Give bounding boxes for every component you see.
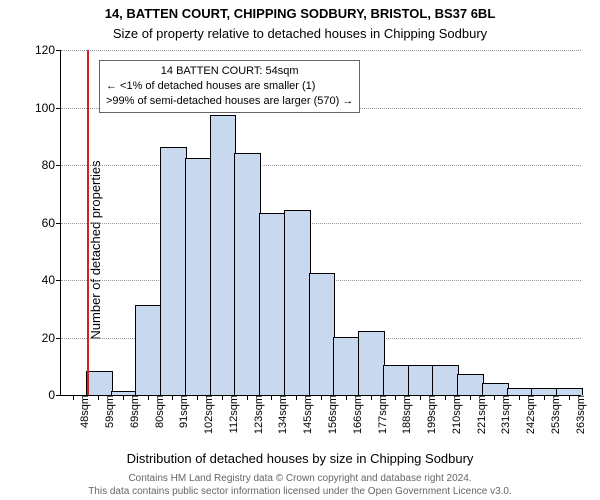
x-tick-label: 48sqm — [77, 395, 91, 428]
footer-line-1: Contains HM Land Registry data © Crown c… — [0, 473, 600, 486]
histogram-bar — [383, 365, 410, 395]
y-tick-label: 100 — [35, 101, 61, 115]
x-tick — [470, 395, 471, 400]
x-tick-label: 242sqm — [523, 395, 537, 434]
annotation-line: 14 BATTEN COURT: 54sqm — [106, 64, 353, 79]
x-tick — [222, 395, 223, 400]
x-tick-label: 263sqm — [573, 395, 587, 434]
x-tick-label: 199sqm — [424, 395, 438, 434]
reference-line — [87, 50, 89, 395]
annotation-box: 14 BATTEN COURT: 54sqm← <1% of detached … — [99, 60, 360, 113]
histogram-bar — [556, 388, 583, 395]
x-tick-label: 156sqm — [325, 395, 339, 434]
y-tick-label: 0 — [48, 388, 61, 402]
gridline — [61, 223, 581, 224]
property-size-chart: 14, BATTEN COURT, CHIPPING SODBURY, BRIS… — [0, 0, 600, 500]
x-tick — [172, 395, 173, 400]
histogram-bar — [284, 210, 311, 395]
x-tick — [395, 395, 396, 400]
chart-title: 14, BATTEN COURT, CHIPPING SODBURY, BRIS… — [0, 6, 600, 21]
x-tick — [197, 395, 198, 400]
x-tick-label: 166sqm — [350, 395, 364, 434]
histogram-bar — [432, 365, 459, 395]
annotation-line: ← <1% of detached houses are smaller (1) — [106, 79, 353, 94]
y-tick-label: 20 — [42, 331, 61, 345]
x-tick — [98, 395, 99, 400]
histogram-bar — [408, 365, 435, 395]
x-tick-label: 91sqm — [176, 395, 190, 428]
footer-line-2: This data contains public sector informa… — [0, 486, 600, 499]
y-tick-label: 40 — [42, 273, 61, 287]
x-tick — [148, 395, 149, 400]
x-tick — [371, 395, 372, 400]
histogram-bar — [234, 153, 261, 396]
chart-subtitle: Size of property relative to detached ho… — [0, 26, 600, 41]
histogram-bar — [86, 371, 113, 395]
x-tick — [544, 395, 545, 400]
histogram-bar — [135, 305, 162, 395]
x-tick — [346, 395, 347, 400]
x-tick-label: 210sqm — [449, 395, 463, 434]
x-tick-label: 69sqm — [127, 395, 141, 428]
y-tick-label: 60 — [42, 216, 61, 230]
y-tick-label: 120 — [35, 43, 61, 57]
gridline — [61, 50, 581, 51]
x-tick-label: 221sqm — [474, 395, 488, 434]
x-tick — [123, 395, 124, 400]
histogram-bar — [333, 337, 360, 396]
x-tick-label: 134sqm — [275, 395, 289, 434]
x-tick — [494, 395, 495, 400]
histogram-bar — [160, 147, 187, 395]
histogram-bar — [358, 331, 385, 395]
x-tick-label: 177sqm — [375, 395, 389, 434]
x-tick-label: 253sqm — [548, 395, 562, 434]
x-tick — [321, 395, 322, 400]
histogram-bar — [507, 388, 534, 395]
x-tick-label: 188sqm — [399, 395, 413, 434]
x-tick — [445, 395, 446, 400]
histogram-bar — [309, 273, 336, 395]
x-tick — [247, 395, 248, 400]
annotation-line: >99% of semi-detached houses are larger … — [106, 94, 353, 109]
x-axis-label: Distribution of detached houses by size … — [0, 451, 600, 466]
plot-area: 02040608010012048sqm59sqm69sqm80sqm91sqm… — [60, 50, 580, 395]
histogram-bar — [210, 115, 237, 395]
x-tick — [569, 395, 570, 400]
histogram-bar — [482, 383, 509, 396]
histogram-bar — [457, 374, 484, 395]
x-tick-label: 123sqm — [251, 395, 265, 434]
histogram-bar — [185, 158, 212, 395]
x-tick — [271, 395, 272, 400]
x-tick — [296, 395, 297, 400]
gridline — [61, 165, 581, 166]
x-tick-label: 145sqm — [300, 395, 314, 434]
x-tick-label: 80sqm — [152, 395, 166, 428]
x-tick-label: 59sqm — [102, 395, 116, 428]
y-tick-label: 80 — [42, 158, 61, 172]
x-tick-label: 102sqm — [201, 395, 215, 434]
x-tick-label: 112sqm — [226, 395, 240, 433]
histogram-bar — [259, 213, 286, 395]
x-tick-label: 231sqm — [498, 395, 512, 434]
x-tick — [420, 395, 421, 400]
x-tick — [73, 395, 74, 400]
x-tick — [519, 395, 520, 400]
histogram-bar — [531, 388, 558, 395]
footer-credits: Contains HM Land Registry data © Crown c… — [0, 473, 600, 498]
